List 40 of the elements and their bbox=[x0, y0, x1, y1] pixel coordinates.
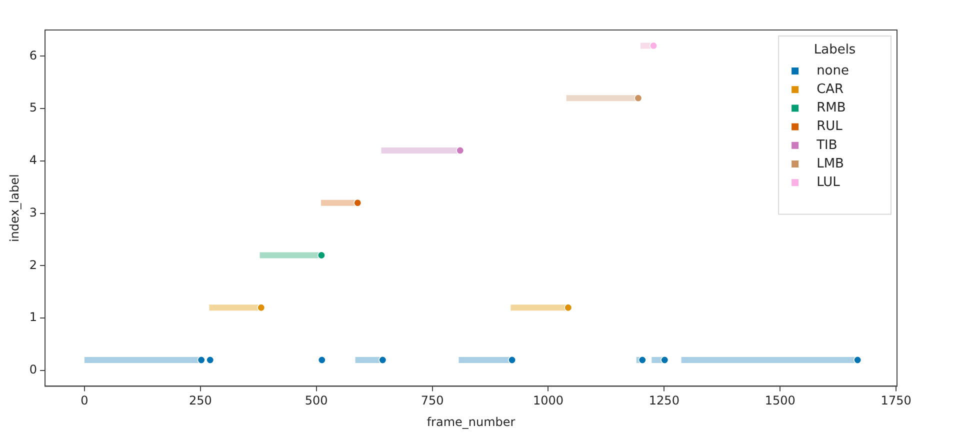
x-tick-label: 500 bbox=[304, 394, 328, 408]
point bbox=[564, 304, 572, 312]
x-tick-label: 1500 bbox=[764, 394, 796, 408]
legend-label: RUL bbox=[816, 119, 844, 134]
x-axis-title: frame_number bbox=[426, 414, 516, 429]
x-tick-label: 1000 bbox=[532, 394, 564, 408]
point bbox=[378, 356, 387, 364]
y-tick-label: 0 bbox=[29, 362, 38, 377]
y-tick-label: 2 bbox=[29, 258, 38, 272]
legend-label: RMB bbox=[816, 100, 846, 116]
legend-label: CAR bbox=[816, 82, 844, 97]
x-tick-label: 250 bbox=[188, 394, 212, 408]
point bbox=[650, 42, 658, 50]
point bbox=[257, 304, 266, 312]
point bbox=[456, 146, 464, 154]
y-tick-label: 6 bbox=[29, 48, 38, 62]
y-tick-label: 5 bbox=[29, 100, 38, 115]
y-axis-title: index_label bbox=[7, 174, 22, 242]
point bbox=[660, 356, 669, 364]
x-tick-label: 750 bbox=[420, 394, 444, 408]
point bbox=[854, 356, 862, 364]
point bbox=[197, 356, 206, 364]
point bbox=[317, 251, 326, 260]
legend-label: none bbox=[816, 63, 850, 78]
point bbox=[206, 356, 214, 364]
point bbox=[318, 356, 326, 364]
x-tick-label: 1250 bbox=[648, 394, 680, 408]
point bbox=[638, 356, 646, 364]
legend-title: Labels bbox=[814, 42, 856, 58]
y-tick-label: 3 bbox=[29, 205, 38, 220]
point bbox=[508, 356, 516, 364]
legend-label: LMB bbox=[816, 156, 844, 172]
point bbox=[354, 198, 362, 207]
y-tick-label: 1 bbox=[29, 310, 38, 324]
y-tick-label: 4 bbox=[29, 153, 38, 168]
legend-label: LUL bbox=[816, 174, 841, 190]
point bbox=[634, 94, 642, 102]
x-tick-label: 1750 bbox=[880, 394, 912, 408]
x-tick-label: 0 bbox=[80, 394, 88, 408]
legend-label: TIB bbox=[816, 138, 838, 153]
